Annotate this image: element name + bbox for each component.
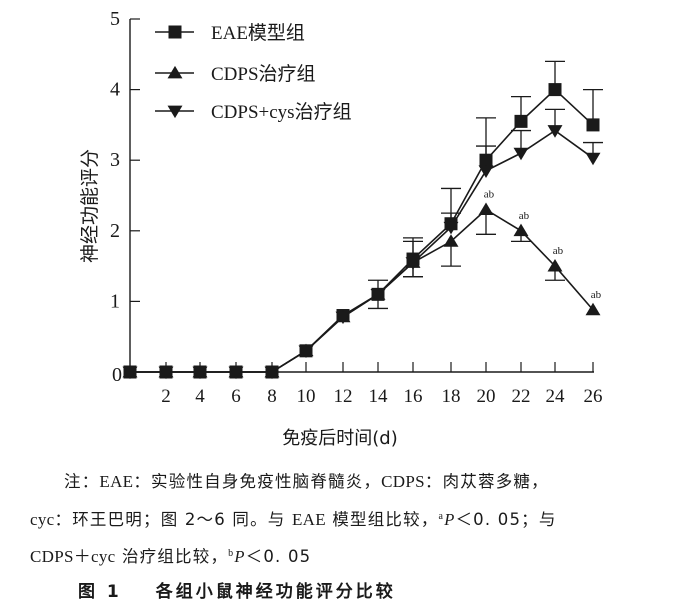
y-tick-label: 2 bbox=[110, 220, 120, 242]
x-tick-label: 2 bbox=[161, 386, 171, 407]
series-layer: ab ab ab ab bbox=[122, 60, 603, 380]
triangle-up-marker-icon bbox=[585, 302, 601, 316]
eae-abbr: EAE bbox=[99, 472, 134, 491]
triangle-down-marker-icon bbox=[443, 221, 459, 235]
legend: EAE模型组 CDPS治疗组 CDPS+cys治疗组 bbox=[155, 22, 352, 123]
legend-label: CDPS+cys治疗组 bbox=[211, 101, 352, 123]
triangle-down-marker-icon bbox=[547, 125, 563, 138]
significance-annotation: ab bbox=[519, 210, 530, 222]
x-tick-label: 10 bbox=[297, 386, 316, 407]
figure-label: 图 1 bbox=[78, 582, 122, 602]
series-line bbox=[130, 129, 594, 373]
compare-cdps-text: 治疗组比较， bbox=[115, 547, 229, 566]
x-tick-label: 18 bbox=[442, 386, 461, 407]
x-tick-label: 4 bbox=[195, 386, 205, 407]
triangle-down-marker-icon bbox=[158, 366, 174, 380]
legend-item-2: CDPS治疗组 bbox=[155, 63, 316, 85]
compare-eae-text: 模型组比较， bbox=[325, 510, 439, 529]
triangle-up-marker-icon bbox=[478, 202, 494, 215]
triangle-down-marker-icon bbox=[513, 147, 529, 161]
significance-annotation: ab bbox=[591, 289, 602, 301]
figure-title-text: 各组小鼠神经功能评分比较 bbox=[155, 582, 396, 602]
y-tick-label: 3 bbox=[110, 149, 120, 171]
legend-item-1: EAE模型组 bbox=[155, 22, 305, 44]
cyc-abbr: cyc bbox=[30, 510, 55, 529]
square-marker-icon bbox=[168, 25, 182, 39]
triangle-up-marker-icon bbox=[513, 223, 529, 237]
triangle-down-marker-icon bbox=[335, 311, 351, 325]
x-tick-label: 20 bbox=[477, 386, 496, 407]
triangle-down-marker-icon bbox=[298, 345, 314, 358]
legend-item-3: CDPS+cys治疗组 bbox=[155, 101, 352, 123]
y-tick-label: 0 bbox=[112, 364, 122, 386]
legend-label: EAE模型组 bbox=[211, 22, 305, 44]
series-2: ab ab ab ab bbox=[122, 189, 602, 378]
superscript-a: a bbox=[438, 511, 445, 522]
square-marker-icon bbox=[514, 114, 528, 128]
p-symbol-b: P bbox=[234, 547, 246, 566]
eae-definition: ：实验性自身免疫性脑脊髓炎， bbox=[133, 472, 382, 491]
square-marker-icon bbox=[586, 118, 600, 132]
cdps-abbr: CDPS bbox=[381, 472, 425, 491]
y-tick-label: 1 bbox=[110, 290, 120, 312]
eae-abbr-2: EAE bbox=[291, 510, 326, 529]
x-tick-label: 24 bbox=[546, 386, 566, 407]
x-tick-label: 26 bbox=[584, 386, 603, 407]
triangle-up-marker-icon bbox=[443, 234, 459, 247]
x-tick-label: 6 bbox=[231, 386, 241, 407]
triangle-down-marker-icon bbox=[370, 288, 386, 302]
note-line-1: 注：EAE：实验性自身免疫性脑脊髓炎，CDPS：肉苁蓉多糖， bbox=[64, 468, 549, 492]
cdps-definition: ：肉苁蓉多糖， bbox=[424, 472, 549, 491]
figure-title: 图 1 各组小鼠神经功能评分比较 bbox=[78, 577, 396, 602]
triangle-down-marker-icon bbox=[192, 366, 208, 380]
series-1 bbox=[123, 60, 603, 379]
x-tick-label: 14 bbox=[369, 386, 389, 407]
legend-label: CDPS治疗组 bbox=[211, 63, 316, 85]
x-tick-label: 16 bbox=[404, 386, 423, 407]
triangle-down-marker-icon bbox=[122, 366, 138, 380]
p-symbol-a: P bbox=[444, 510, 456, 529]
triangle-down-marker-icon bbox=[478, 165, 494, 178]
cyc-definition: ：环王巴明；图 2～6 同。与 bbox=[54, 510, 292, 529]
note-prefix: 注： bbox=[64, 472, 100, 491]
triangle-up-marker-icon bbox=[547, 258, 563, 272]
y-tick-label: 4 bbox=[110, 79, 120, 101]
y-axis-label: 神经功能评分 bbox=[79, 149, 101, 263]
significance-annotation: ab bbox=[553, 245, 564, 257]
triangle-down-marker-icon bbox=[167, 105, 183, 119]
triangle-down-marker-icon bbox=[264, 366, 280, 380]
cdps-cyc-group: CDPS＋cyc bbox=[30, 547, 116, 566]
x-axis-label: 免疫后时间(d) bbox=[282, 428, 397, 449]
square-marker-icon bbox=[548, 83, 562, 97]
x-tick-label: 12 bbox=[334, 386, 353, 407]
y-tick-label: 5 bbox=[110, 8, 120, 30]
triangle-down-marker-icon bbox=[228, 366, 244, 380]
x-tick-label: 22 bbox=[512, 386, 531, 407]
triangle-up-marker-icon bbox=[167, 65, 183, 79]
triangle-down-marker-icon bbox=[405, 257, 421, 270]
significance-annotation: ab bbox=[484, 189, 495, 201]
x-tick-label: 8 bbox=[267, 386, 277, 407]
p-value-a: ＜0. 05；与 bbox=[455, 510, 557, 529]
triangle-down-marker-icon bbox=[585, 152, 601, 166]
note-line-2: cyc：环王巴明；图 2～6 同。与 EAE 模型组比较，aP＜0. 05；与 bbox=[30, 506, 557, 530]
note-line-3: CDPS＋cyc 治疗组比较，bP＜0. 05 bbox=[30, 542, 311, 567]
superscript-b: b bbox=[228, 548, 235, 559]
p-value-b: ＜0. 05 bbox=[245, 547, 312, 566]
series-3 bbox=[122, 108, 603, 380]
